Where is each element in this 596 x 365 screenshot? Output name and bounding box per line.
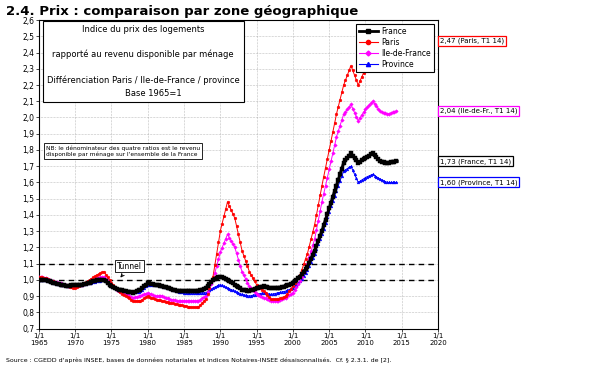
Text: 2,47 (Paris, T1 14): 2,47 (Paris, T1 14) xyxy=(440,38,504,45)
Text: Indice du prix des logements

rapporté au revenu disponible par ménage

Différen: Indice du prix des logements rapporté au… xyxy=(46,25,240,98)
Text: 2,04 (Ile-de-Fr., T1 14): 2,04 (Ile-de-Fr., T1 14) xyxy=(440,108,517,114)
Text: 1,60 (Province, T1 14): 1,60 (Province, T1 14) xyxy=(440,179,517,186)
Text: 1,73 (France, T1 14): 1,73 (France, T1 14) xyxy=(440,158,511,165)
Text: Source : CGEDD d'après INSEE, bases de données notariales et indices Notaires-IN: Source : CGEDD d'après INSEE, bases de d… xyxy=(6,358,392,363)
Legend: France, Paris, Ile-de-France, Province: France, Paris, Ile-de-France, Province xyxy=(356,24,434,72)
Text: Tunnel: Tunnel xyxy=(117,262,142,277)
Text: NB: le dénominateur des quatre ratios est le revenu
disponible par ménage sur l': NB: le dénominateur des quatre ratios es… xyxy=(46,145,200,157)
Text: 2.4. Prix : comparaison par zone géographique: 2.4. Prix : comparaison par zone géograp… xyxy=(6,5,358,19)
